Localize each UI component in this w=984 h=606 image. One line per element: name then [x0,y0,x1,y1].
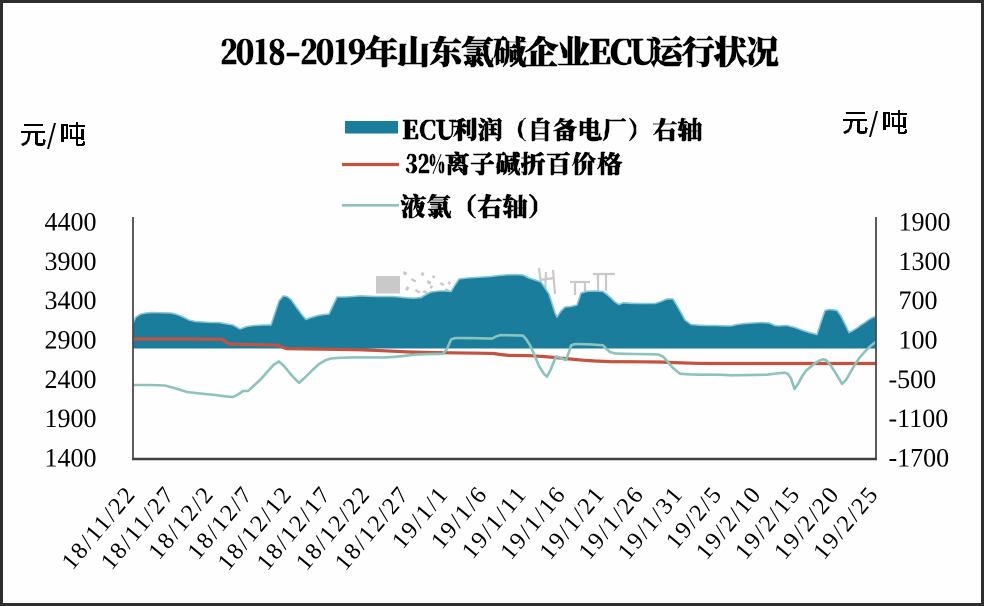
svg-text:100: 100 [899,326,938,355]
svg-text:1900: 1900 [899,208,951,237]
svg-text:3900: 3900 [45,247,97,276]
svg-text:-500: -500 [889,365,937,394]
svg-text:700: 700 [899,286,938,315]
svg-text:1400: 1400 [45,444,97,473]
svg-text:2400: 2400 [45,365,97,394]
svg-text:1300: 1300 [899,247,951,276]
svg-text:-1100: -1100 [889,404,949,433]
svg-text:3400: 3400 [45,286,97,315]
svg-text:-1700: -1700 [889,444,950,473]
svg-text:2900: 2900 [45,326,97,355]
svg-text:4400: 4400 [45,208,97,237]
svg-text:1900: 1900 [45,404,97,433]
